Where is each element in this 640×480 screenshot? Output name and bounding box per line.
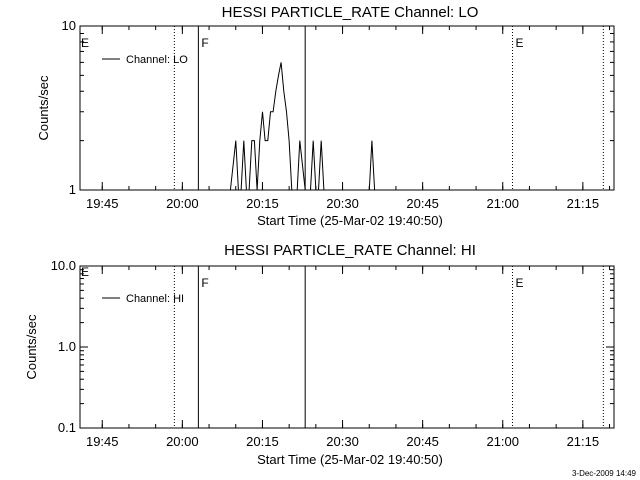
y-tick-label-hi: 10.0 bbox=[51, 258, 76, 273]
y-tick-label-lo: 10 bbox=[62, 18, 76, 33]
event-marker-label-hi: E bbox=[516, 276, 524, 290]
x-tick-label-lo: 20:45 bbox=[406, 196, 439, 211]
series-line-lo bbox=[229, 62, 378, 191]
x-tick-label-lo: 21:15 bbox=[567, 196, 600, 211]
plot-title-lo: HESSI PARTICLE_RATE Channel: LO bbox=[222, 4, 479, 21]
x-tick-label-hi: 20:45 bbox=[406, 434, 439, 449]
plot-frame-hi bbox=[79, 265, 615, 429]
legend-label-hi: Channel: HI bbox=[126, 293, 184, 305]
generation-timestamp: 3-Dec-2009 14:49 bbox=[572, 469, 637, 478]
x-tick-label-lo: 20:30 bbox=[326, 196, 359, 211]
legend-label-lo: Channel: LO bbox=[126, 54, 188, 66]
left-edge-label-lo: E bbox=[81, 36, 89, 50]
x-axis-label-lo: Start Time (25-Mar-02 19:40:50) bbox=[257, 213, 443, 228]
x-tick-label-hi: 19:45 bbox=[86, 434, 119, 449]
event-marker-label-lo: E bbox=[516, 36, 524, 50]
x-tick-label-lo: 19:45 bbox=[86, 196, 119, 211]
plot-frame-lo bbox=[79, 25, 615, 191]
x-tick-label-lo: 21:00 bbox=[486, 196, 519, 211]
event-marker-label-hi: F bbox=[201, 276, 208, 290]
event-marker-label-lo: F bbox=[201, 36, 208, 50]
x-tick-label-hi: 20:15 bbox=[246, 434, 279, 449]
y-tick-label-lo: 1 bbox=[69, 182, 76, 197]
x-tick-label-hi: 20:00 bbox=[166, 434, 199, 449]
x-tick-label-lo: 20:15 bbox=[246, 196, 279, 211]
x-tick-label-hi: 20:30 bbox=[326, 434, 359, 449]
x-tick-label-hi: 21:00 bbox=[486, 434, 519, 449]
x-tick-label-lo: 20:00 bbox=[166, 196, 199, 211]
x-tick-label-hi: 21:15 bbox=[567, 434, 600, 449]
y-axis-label-hi: Counts/sec bbox=[24, 314, 39, 380]
plot-title-hi: HESSI PARTICLE_RATE Channel: HI bbox=[224, 242, 476, 259]
left-edge-label-hi: E bbox=[81, 265, 89, 279]
y-axis-label-lo: Counts/sec bbox=[36, 75, 51, 141]
y-tick-label-hi: 1.0 bbox=[58, 339, 76, 354]
x-axis-label-hi: Start Time (25-Mar-02 19:40:50) bbox=[257, 452, 443, 467]
y-tick-label-hi: 0.1 bbox=[58, 420, 76, 435]
